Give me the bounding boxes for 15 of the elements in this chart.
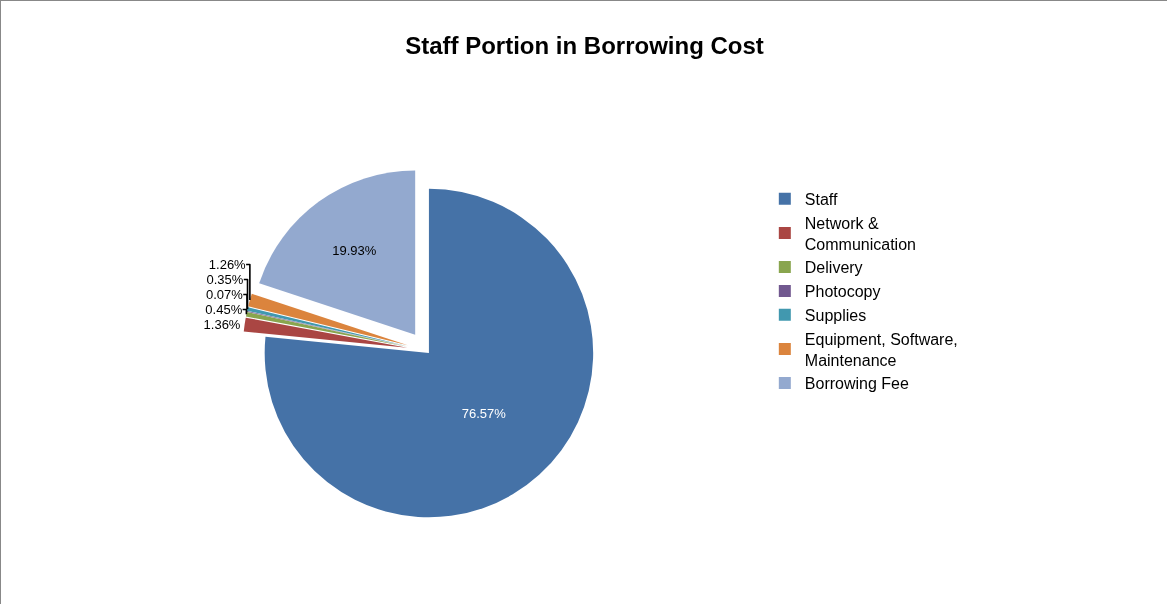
data-label: 0.07% xyxy=(205,286,244,302)
chart-title: Staff Portion in Borrowing Cost xyxy=(405,32,764,60)
legend-label: Staff xyxy=(804,190,838,208)
legend-label: Delivery xyxy=(804,259,863,277)
legend-label: Equipment, Software, Maintenance xyxy=(804,330,958,369)
data-label: 76.57% xyxy=(461,406,507,422)
data-label: 1.36% xyxy=(203,316,241,332)
legend-label: Borrowing Fee xyxy=(804,375,909,393)
legend-label: Photocopy xyxy=(804,283,881,301)
legend-label: Network & Communication xyxy=(804,214,916,253)
data-label: 19.93% xyxy=(332,243,377,259)
legend-label: Supplies xyxy=(804,306,867,324)
data-label: 1.26% xyxy=(208,256,247,272)
data-label: 0.35% xyxy=(206,271,244,287)
data-label: 0.45% xyxy=(205,301,243,317)
